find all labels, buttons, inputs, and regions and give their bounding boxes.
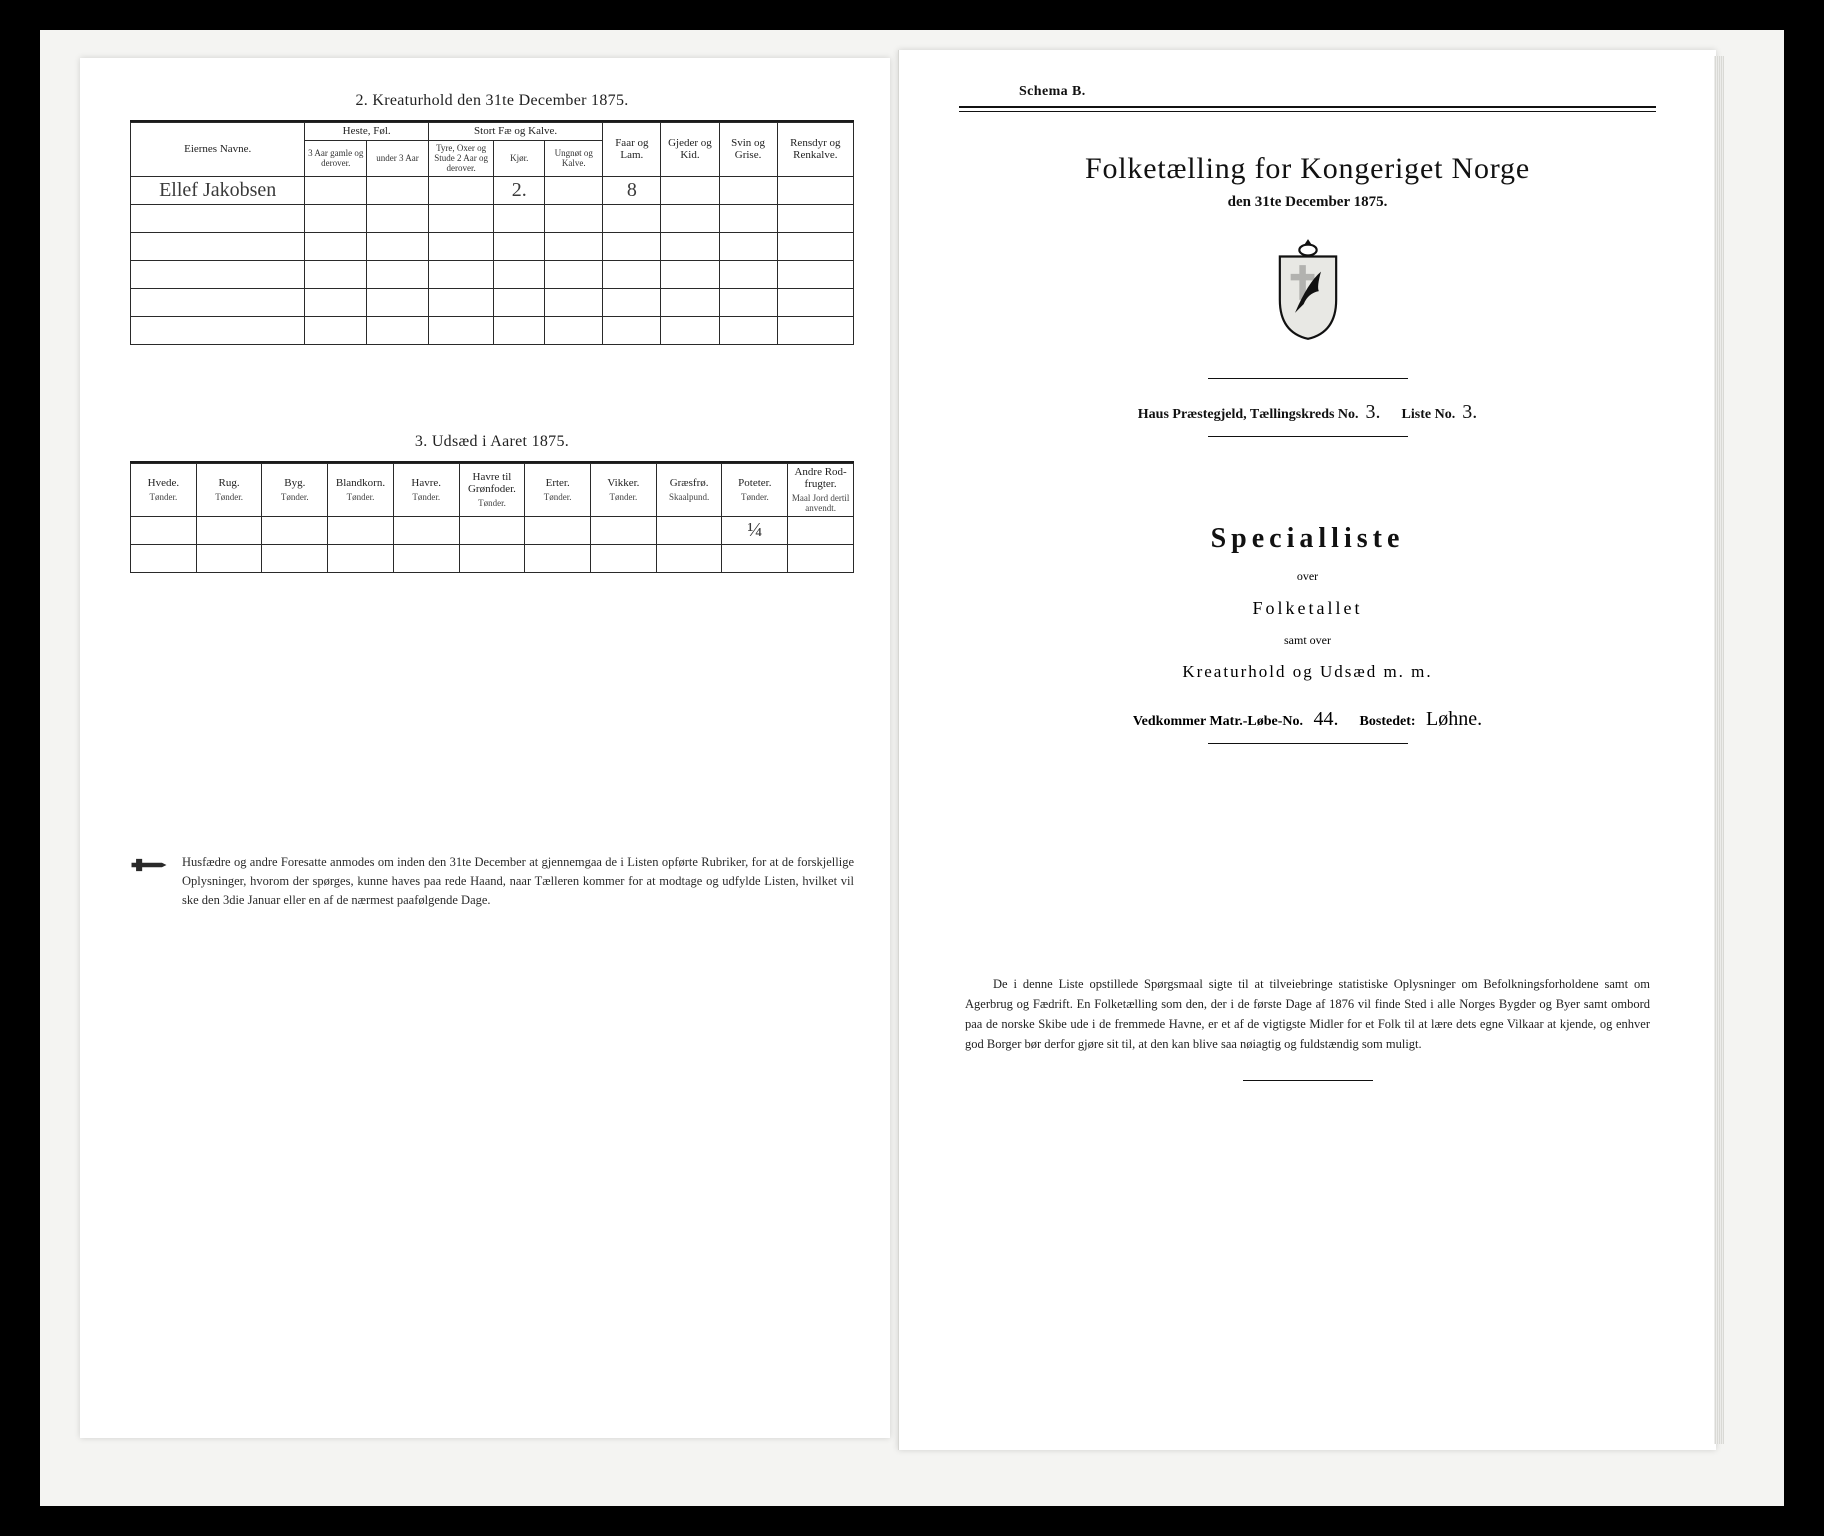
seed-col-5: Havre til Grønfoder.Tønder. xyxy=(459,463,525,516)
seed-col-7: Vikker.Tønder. xyxy=(591,463,657,516)
table-row xyxy=(131,316,854,344)
livestock-table: Eiernes Navne. Heste, Føl. Stort Fæ og K… xyxy=(130,122,854,345)
liste-no: 3. xyxy=(1462,401,1477,423)
coat-of-arms-icon xyxy=(959,237,1656,346)
folketallet-text: Folketallet xyxy=(959,598,1656,619)
samt-text: samt over xyxy=(959,633,1656,648)
col-gjed: Gjeder og Kid. xyxy=(661,123,719,177)
right-footnote: De i denne Liste opstillede Spørgsmaal s… xyxy=(959,974,1656,1054)
rule-thin xyxy=(1208,743,1408,744)
census-title: Folketælling for Kongeriget Norge xyxy=(959,152,1656,186)
table-row xyxy=(131,232,854,260)
sub-h1: 3 Aar gamle og derover. xyxy=(305,140,367,176)
rule-short xyxy=(1243,1080,1373,1081)
table-row xyxy=(131,204,854,232)
seed-col-8: Græsfrø.Skaalpund. xyxy=(656,463,722,516)
left-footnote: Husfædre og andre Foresatte anmodes om i… xyxy=(130,853,854,911)
schema-label: Schema B. xyxy=(1019,84,1656,100)
sub-s2: Kjør. xyxy=(494,140,545,176)
admin-prefix: Haus Præstegjeld, Tællingskreds No. xyxy=(1138,407,1359,422)
grp-heste: Heste, Føl. xyxy=(305,123,429,141)
matr-value: 44. xyxy=(1314,708,1339,730)
specialliste-heading: Specialliste xyxy=(959,523,1656,555)
seed-col-1: Rug.Tønder. xyxy=(196,463,262,516)
scan-background: 2. Kreaturhold den 31te December 1875. E… xyxy=(40,30,1784,1506)
seed-col-2: Byg.Tønder. xyxy=(262,463,328,516)
page-stack-edge xyxy=(1714,56,1724,1444)
specialliste-block: Specialliste over Folketallet samt over … xyxy=(959,523,1656,682)
over-text: over xyxy=(959,569,1656,584)
val-faar: 8 xyxy=(627,179,637,201)
kreaturhold-text: Kreaturhold og Udsæd m. m. xyxy=(959,662,1656,682)
table-row xyxy=(131,288,854,316)
val-poteter: ¼ xyxy=(747,519,762,541)
kreds-no: 3. xyxy=(1366,401,1381,423)
sub-h2: under 3 Aar xyxy=(367,140,429,176)
table-row: ¼ xyxy=(131,516,854,544)
section2-title: 2. Kreaturhold den 31te December 1875. xyxy=(130,92,854,110)
table-row xyxy=(131,260,854,288)
seed-col-3: Blandkorn.Tønder. xyxy=(328,463,394,516)
owner-name: Ellef Jakobsen xyxy=(159,179,276,201)
col-svin: Svin og Grise. xyxy=(719,123,777,177)
val-kjor: 2. xyxy=(512,179,527,201)
rule-double xyxy=(959,106,1656,112)
matr-label: Vedkommer Matr.-Løbe-No. xyxy=(1133,714,1303,729)
seed-col-6: Erter.Tønder. xyxy=(525,463,591,516)
seed-col-9: Poteter.Tønder. xyxy=(722,463,788,516)
right-page: Schema B. Folketælling for Kongeriget No… xyxy=(898,50,1716,1450)
table-row: Ellef Jakobsen 2. 8 xyxy=(131,176,854,204)
rule-thin xyxy=(1208,378,1408,379)
col-ren: Rensdyr og Renkalve. xyxy=(777,123,853,177)
col-faar: Faar og Lam. xyxy=(603,123,661,177)
admin-line: Haus Præstegjeld, Tællingskreds No. 3. L… xyxy=(959,401,1656,424)
seed-col-4: Havre.Tønder. xyxy=(393,463,459,516)
grp-stort: Stort Fæ og Kalve. xyxy=(428,123,602,141)
sub-s3: Ungnøt og Kalve. xyxy=(545,140,603,176)
liste-label: Liste No. xyxy=(1402,407,1456,422)
rule-thin xyxy=(1208,436,1408,437)
left-footnote-text: Husfædre og andre Foresatte anmodes om i… xyxy=(182,853,854,911)
matr-line: Vedkommer Matr.-Løbe-No. 44. Bostedet: L… xyxy=(959,708,1656,731)
seed-col-10: Andre Rod-frugter.Maal Jord dertil anven… xyxy=(788,463,854,516)
bostedet-label: Bostedet: xyxy=(1360,714,1416,729)
table-row xyxy=(131,544,854,572)
col-name: Eiernes Navne. xyxy=(131,123,305,177)
census-date: den 31te December 1875. xyxy=(959,194,1656,211)
left-page: 2. Kreaturhold den 31te December 1875. E… xyxy=(80,58,890,1438)
section3-title: 3. Udsæd i Aaret 1875. xyxy=(130,433,854,451)
seed-table: Hvede.Tønder.Rug.Tønder.Byg.Tønder.Bland… xyxy=(130,463,854,573)
pointing-hand-icon xyxy=(130,855,168,875)
bostedet-value: Løhne. xyxy=(1426,708,1482,730)
sub-s1: Tyre, Oxer og Stude 2 Aar og derover. xyxy=(428,140,493,176)
seed-col-0: Hvede.Tønder. xyxy=(131,463,197,516)
